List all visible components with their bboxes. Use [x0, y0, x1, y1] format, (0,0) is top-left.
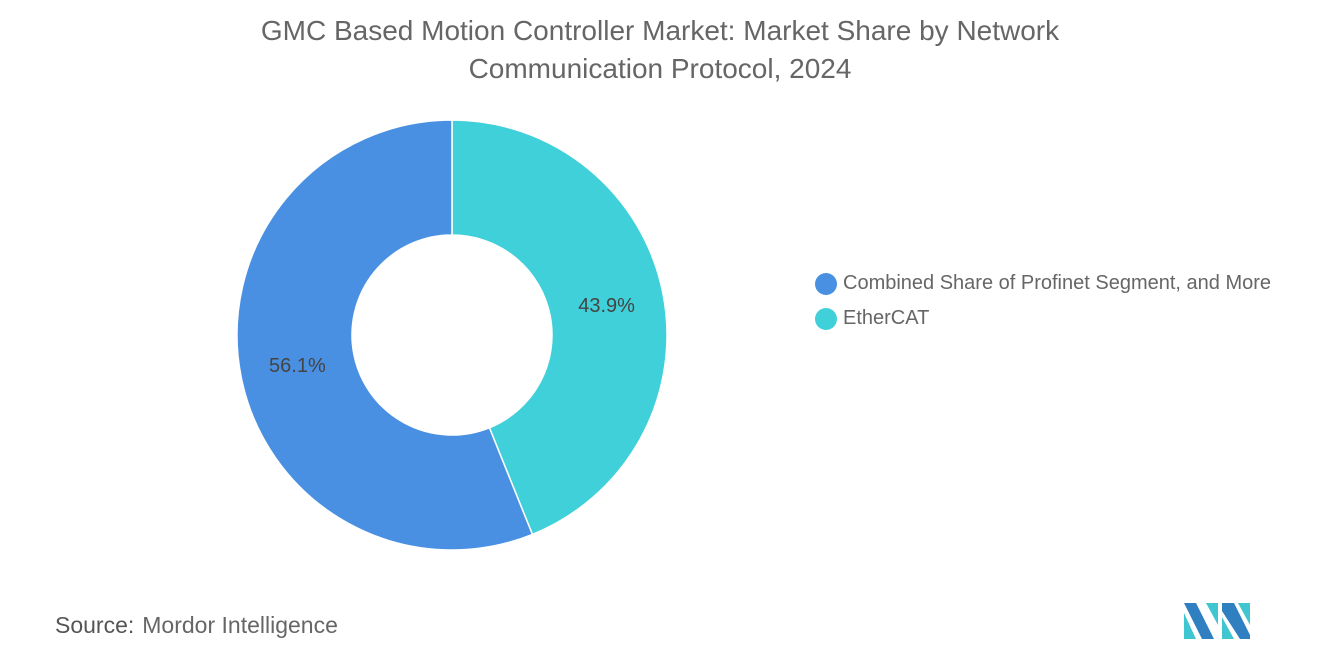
source-note: Source: Mordor Intelligence	[55, 612, 338, 639]
source-label: Source:	[55, 612, 135, 638]
chart-title: GMC Based Motion Controller Market: Mark…	[260, 15, 1060, 84]
data-label: 43.9%	[578, 295, 635, 317]
source-value: Mordor Intelligence	[142, 612, 338, 638]
legend-swatch	[815, 308, 837, 330]
legend: Combined Share of Profinet Segment, and …	[815, 270, 1285, 340]
slice-1	[236, 119, 534, 551]
data-label: 56.1%	[269, 355, 326, 377]
legend-item-profinet: Combined Share of Profinet Segment, and …	[815, 270, 1285, 297]
slice-0	[451, 119, 668, 536]
mordor-intelligence-logo	[1184, 603, 1250, 639]
legend-item-ethercat: EtherCAT	[815, 305, 1285, 332]
legend-label: EtherCAT	[843, 307, 930, 329]
legend-label: Combined Share of Profinet Segment, and …	[843, 272, 1272, 294]
legend-swatch	[815, 273, 837, 295]
